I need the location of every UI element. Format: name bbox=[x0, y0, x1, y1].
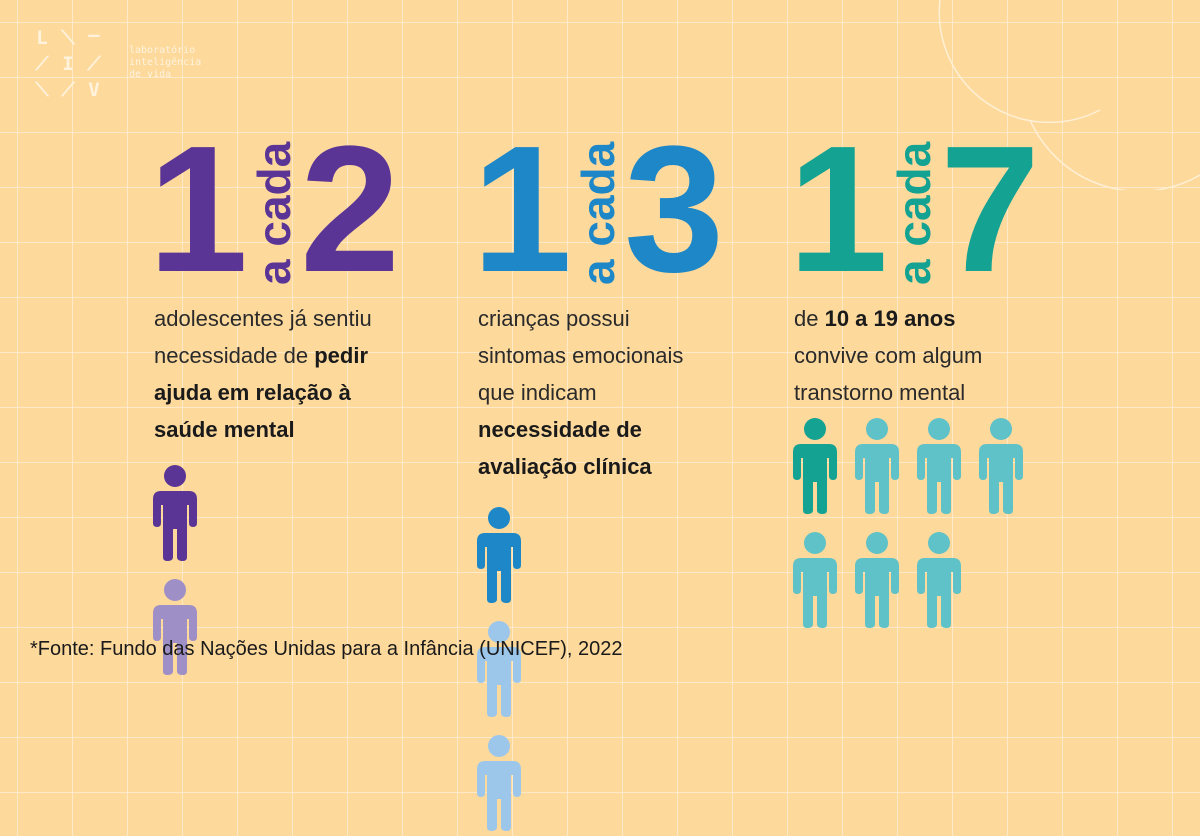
description-text: crianças possui sintomas emocionais que … bbox=[478, 306, 684, 405]
cloud-outline-decoration bbox=[938, 0, 1200, 190]
logo-text-line: de vida bbox=[129, 69, 172, 80]
logo-letter-i: I bbox=[62, 53, 74, 75]
person-icon bbox=[477, 621, 521, 717]
person-icon-highlighted bbox=[477, 507, 521, 603]
description-bold: necessidade de avaliação clínica bbox=[478, 417, 652, 479]
description-text: convive com algum transtorno mental bbox=[794, 343, 983, 405]
description-bold: pedir ajuda em relação à saúde mental bbox=[154, 343, 369, 442]
logo-text-line: inteligência bbox=[129, 57, 202, 68]
description-text: adolescentes já sentiu necessidade de bbox=[154, 306, 372, 368]
ratio-numerator: 1 bbox=[148, 109, 249, 310]
stat-description: de 10 a 19 anos convive com algum transt… bbox=[794, 300, 1024, 411]
person-icon bbox=[917, 418, 961, 514]
person-icon bbox=[477, 735, 521, 831]
person-icon-highlighted bbox=[153, 465, 197, 561]
ratio-denominator: 2 bbox=[300, 109, 401, 310]
logo-letter-v: V bbox=[88, 79, 100, 101]
person-icon-highlighted bbox=[793, 418, 837, 514]
logo-letter-l: L bbox=[36, 27, 48, 49]
person-icon bbox=[979, 418, 1023, 514]
description-text: de bbox=[794, 306, 825, 331]
stat-description: adolescentes já sentiu necessidade de pe… bbox=[154, 300, 404, 448]
ratio-denominator: 7 bbox=[940, 109, 1041, 310]
person-icon bbox=[153, 579, 197, 675]
person-icon bbox=[855, 532, 899, 628]
stat-description: crianças possui sintomas emocionais que … bbox=[478, 300, 723, 485]
ratio-connector: a cada bbox=[888, 141, 940, 285]
ratio-numerator: 1 bbox=[472, 109, 573, 310]
people-icons bbox=[153, 465, 197, 675]
ratio-denominator: 3 bbox=[624, 109, 725, 310]
description-bold: 10 a 19 anos bbox=[824, 306, 956, 331]
people-icons bbox=[477, 507, 521, 831]
ratio-connector: a cada bbox=[248, 141, 300, 285]
logo-text: laboratório inteligência de vida bbox=[129, 45, 201, 81]
ratio-numerator: 1 bbox=[788, 109, 889, 310]
person-icon bbox=[855, 418, 899, 514]
person-icon bbox=[793, 532, 837, 628]
person-icon bbox=[917, 532, 961, 628]
source-footnote: *Fonte: Fundo das Nações Unidas para a I… bbox=[30, 638, 623, 660]
ratio-connector: a cada bbox=[572, 141, 624, 285]
logo-text-line: laboratório bbox=[129, 45, 196, 56]
people-icons bbox=[793, 418, 1033, 628]
liv-logo: L ⟍ — ⟋ I ⟋ ⟍ ⟋ V bbox=[32, 25, 104, 101]
